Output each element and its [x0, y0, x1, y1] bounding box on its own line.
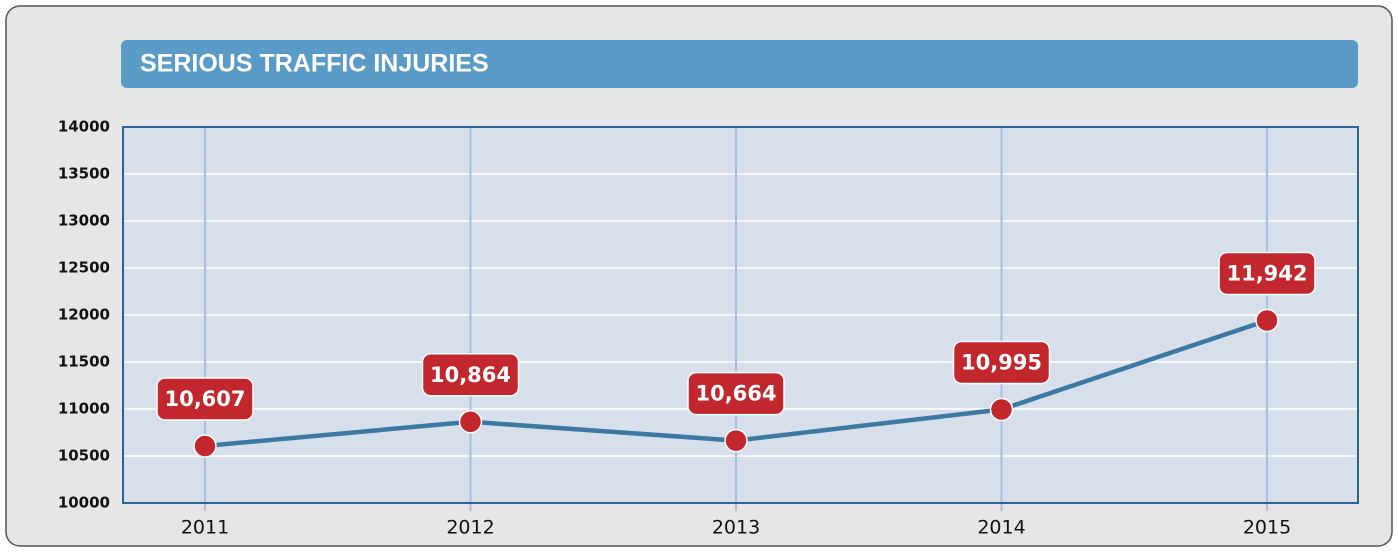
- value-label-box: [156, 377, 254, 421]
- marker: [1255, 308, 1279, 333]
- y-tick-label: 14000: [58, 118, 110, 136]
- marker: [989, 397, 1014, 422]
- x-tick-label: 2012: [446, 517, 494, 539]
- value-label-box: [687, 371, 785, 416]
- y-tick-label: 13000: [58, 212, 110, 230]
- x-tick-label: 2015: [1243, 517, 1291, 539]
- value-label-box: [421, 353, 520, 397]
- y-tick-label: 12500: [58, 259, 110, 277]
- labels: 10000 10500 11000 11500 12000 12500 13000 13500…: [58, 118, 1316, 539]
- chart-title: SERIOUS TRAFFIC INJURIES: [140, 50, 489, 78]
- y-tick-label: 12000: [58, 306, 110, 324]
- marks: [193, 308, 1279, 458]
- y-tick-label: 11500: [58, 353, 110, 371]
- y-tick-label: 10500: [58, 447, 110, 465]
- value-label-box: [952, 340, 1051, 385]
- value-label: 11,942: [1226, 261, 1307, 285]
- x-tick-label: 2014: [977, 517, 1025, 539]
- x-tick-label: 2013: [712, 517, 760, 539]
- value-label-box: [1218, 251, 1316, 296]
- value-label: 10,995: [961, 350, 1042, 374]
- value-label: 10,664: [695, 382, 776, 406]
- value-label: 10,607: [164, 387, 245, 411]
- plot-border: [122, 126, 1359, 504]
- title-bar: [121, 40, 1358, 88]
- x-tick-label: 2011: [181, 517, 229, 539]
- marker: [724, 428, 748, 453]
- marker: [193, 434, 217, 458]
- y-tick-label: 13500: [58, 165, 110, 183]
- y-tick-label: 11000: [58, 400, 110, 418]
- value-label: 10,864: [430, 363, 511, 387]
- marker: [458, 410, 483, 434]
- y-tick-label: 10000: [58, 494, 110, 512]
